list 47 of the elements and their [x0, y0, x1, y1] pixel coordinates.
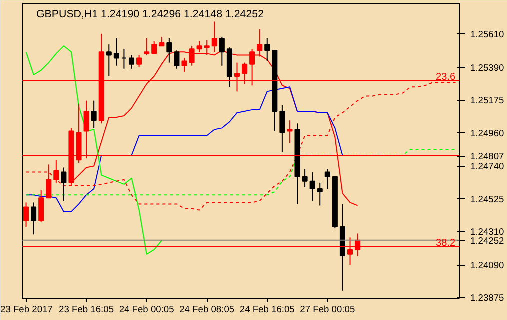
candlestick — [219, 36, 225, 66]
x-tick-label: 24 Feb 16:05 — [240, 304, 295, 314]
candlestick — [54, 160, 60, 184]
candlestick — [144, 38, 150, 56]
candlestick — [159, 36, 165, 47]
y-tick-label: 1.23875 — [470, 293, 504, 304]
candlestick — [166, 38, 172, 64]
y-tick-label: 1.24310 — [470, 227, 504, 238]
y-tick-label: 1.24740 — [470, 162, 504, 172]
candlestick — [302, 168, 308, 188]
y-tick-label: 1.25610 — [470, 29, 504, 40]
candlestick — [264, 38, 270, 62]
y-tick-label: 1.24960 — [470, 128, 504, 138]
x-tick-label: 27 Feb 00:05 — [300, 304, 356, 314]
candlestick — [152, 41, 158, 54]
y-tick-label: 1.25390 — [470, 62, 504, 73]
x-tick-label: 24 Feb 08:05 — [180, 304, 235, 314]
candlestick — [280, 104, 286, 154]
candlestick — [136, 54, 142, 68]
candlestick — [310, 172, 316, 202]
candlestick — [212, 21, 218, 53]
y-tick-label: 1.24090 — [470, 260, 504, 271]
candlestick — [182, 58, 188, 72]
y-tick-label: 1.24252 — [470, 236, 504, 246]
x-tick-label: 24 Feb 00:05 — [119, 304, 174, 314]
candlestick — [106, 44, 112, 77]
y-tick-label: 1.24525 — [470, 194, 504, 204]
candlestick — [46, 164, 52, 199]
y-tick-label: 1.25175 — [470, 96, 504, 106]
candlestick — [61, 167, 67, 202]
candlestick — [38, 190, 44, 223]
candlestick — [24, 202, 30, 228]
candlestick — [114, 38, 120, 66]
candlestick — [128, 54, 135, 70]
x-tick-label: 23 Feb 2017 — [0, 304, 53, 314]
candlestick — [31, 202, 37, 236]
candlestick — [317, 182, 323, 206]
annotation: 23.6 — [436, 72, 456, 84]
text: GBPUSD,H1 1.24190 1.24296 1.24148 1.24252 — [36, 8, 264, 20]
candlestick — [121, 48, 127, 70]
annotation: 38.2 — [436, 238, 456, 249]
y-tick-label: 1.24807 — [470, 152, 504, 162]
candlestick — [324, 168, 330, 190]
candlestick — [287, 120, 293, 144]
x-tick-label: 23 Feb 16:05 — [59, 304, 114, 314]
candlestick — [91, 100, 97, 129]
candlestick — [174, 50, 180, 70]
